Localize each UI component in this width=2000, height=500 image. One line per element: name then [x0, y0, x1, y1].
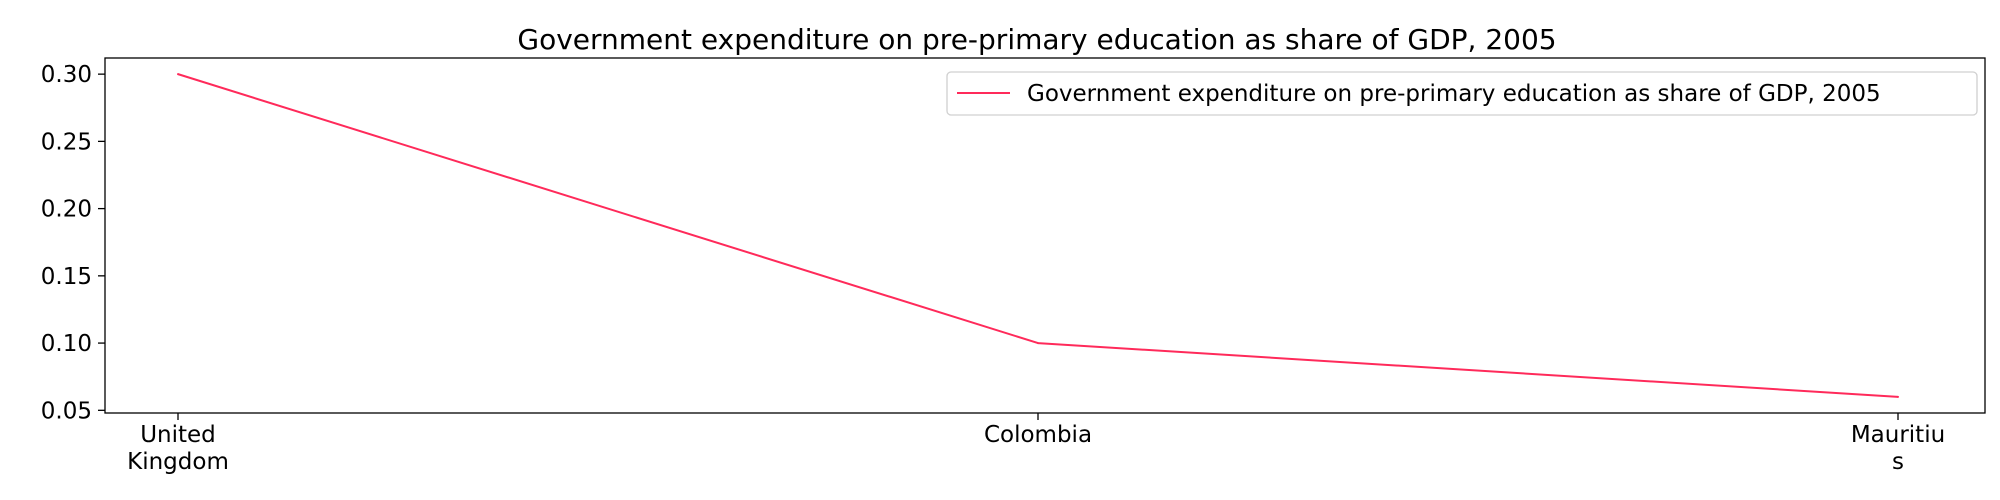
x-axis: United Kingdom Colombia Mauritiu s	[127, 413, 1945, 475]
series-layer	[177, 73, 1899, 398]
x-tick-label: United Kingdom	[127, 422, 229, 475]
y-tick-label: 0.25	[41, 129, 92, 155]
x-tick-label-line: Mauritiu	[1851, 422, 1945, 448]
plot-frame	[104, 57, 1986, 414]
x-tick-label-line: Kingdom	[127, 449, 229, 475]
y-tick-label: 0.05	[41, 398, 92, 424]
x-tick-label: Mauritiu s	[1851, 422, 1945, 475]
chart-title: Government expenditure on pre-primary ed…	[517, 23, 1556, 56]
data-point	[1037, 342, 1039, 345]
x-tick-label-line: Colombia	[984, 422, 1092, 448]
x-tick-label-line: United	[140, 422, 216, 448]
x-tick-label: Colombia	[984, 422, 1092, 448]
legend-label: Government expenditure on pre-primary ed…	[1027, 81, 1881, 107]
legend-box	[946, 71, 1978, 116]
y-tick-label: 0.10	[41, 331, 92, 357]
y-tick-label: 0.30	[41, 62, 92, 88]
data-point	[177, 73, 179, 76]
y-tick-label: 0.20	[41, 197, 92, 223]
legend: Government expenditure on pre-primary ed…	[946, 71, 1978, 116]
plot-area	[104, 57, 1986, 414]
y-tick-label: 0.15	[41, 264, 92, 290]
x-tick-label-line: s	[1892, 449, 1904, 475]
data-point	[1897, 395, 1899, 398]
series-line	[177, 73, 1899, 398]
y-axis: 0.05 0.10 0.15 0.20 0.25 0.30	[41, 62, 105, 424]
